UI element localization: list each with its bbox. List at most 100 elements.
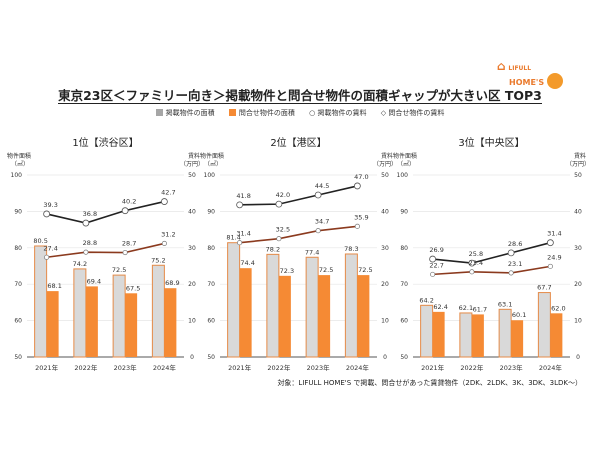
- right-tick-label: 10: [188, 318, 196, 325]
- right-axis-title: 賃料: [188, 152, 200, 160]
- left-axis-title: 物件面積: [7, 152, 31, 160]
- left-tick-label: 100: [397, 172, 409, 179]
- left-axis-title: 物件面積: [200, 152, 224, 160]
- line-listed-rent: [46, 200, 165, 224]
- label-inquiry-area: 68.9: [165, 279, 179, 287]
- label-listed-rent: 28.6: [508, 240, 522, 248]
- point-listed-rent: [43, 210, 51, 218]
- label-listed-rent: 44.5: [315, 182, 329, 190]
- point-listed-rent: [507, 249, 515, 257]
- panel-title: 2位【港区】: [270, 136, 326, 149]
- left-tick-label: 80: [14, 245, 22, 252]
- left-axis-unit: （㎡）: [397, 160, 415, 168]
- point-inquiry-rent: [122, 249, 128, 256]
- label-listed-rent: 36.8: [83, 210, 97, 218]
- label-listed-rent: 41.8: [236, 192, 250, 200]
- label-listed-area: 75.2: [151, 256, 165, 264]
- left-tick-label: 80: [207, 245, 215, 252]
- point-listed-rent: [82, 219, 90, 227]
- point-inquiry-rent: [83, 249, 89, 255]
- bar-inquiry-area: [550, 313, 563, 357]
- x-tick-label: 2022年: [74, 363, 98, 372]
- label-listed-area: 64.2: [419, 296, 433, 304]
- bar-inquiry-area: [278, 275, 291, 357]
- point-listed-rent: [353, 182, 361, 190]
- label-inquiry-area: 62.0: [551, 304, 565, 312]
- panel-title: 3位【中央区】: [458, 136, 524, 149]
- label-inquiry-rent: 31.2: [161, 230, 175, 238]
- label-inquiry-rent: 24.9: [547, 253, 561, 261]
- label-inquiry-rent: 28.8: [83, 239, 97, 247]
- right-tick-label: 20: [188, 281, 196, 288]
- bar-listed-area: [151, 264, 165, 358]
- label-inquiry-rent: 27.4: [43, 244, 57, 252]
- x-tick-label: 2023年: [114, 363, 138, 372]
- right-tick-label: 50: [188, 172, 196, 179]
- bar-listed-area: [344, 253, 358, 358]
- label-inquiry-area: 69.4: [87, 277, 101, 285]
- point-inquiry-rent: [354, 223, 360, 229]
- label-listed-area: 78.2: [266, 245, 280, 253]
- label-listed-rent: 40.2: [122, 198, 136, 206]
- right-tick-label: 50: [381, 172, 389, 179]
- line-inquiry-rent: [432, 265, 551, 276]
- label-inquiry-area: 68.1: [47, 282, 61, 290]
- bar-listed-area: [420, 304, 434, 358]
- label-inquiry-rent: 31.4: [236, 230, 250, 238]
- bar-inquiry-area: [432, 311, 445, 357]
- label-listed-rent: 47.0: [354, 173, 368, 181]
- x-tick-label: 2021年: [421, 363, 445, 372]
- bar-inquiry-area: [357, 275, 370, 357]
- right-tick-label: 50: [574, 172, 582, 179]
- bar-inquiry-area: [239, 268, 252, 357]
- left-tick-label: 70: [400, 281, 408, 288]
- point-inquiry-rent: [430, 271, 436, 277]
- left-tick-label: 70: [14, 281, 22, 288]
- bar-listed-area: [537, 292, 551, 358]
- left-tick-label: 90: [207, 208, 215, 215]
- left-axis-unit: （㎡）: [11, 160, 29, 168]
- point-listed-rent: [429, 255, 437, 263]
- label-inquiry-area: 72.5: [358, 266, 372, 274]
- x-tick-label: 2024年: [153, 363, 177, 372]
- left-tick-label: 50: [400, 354, 408, 361]
- left-tick-label: 70: [207, 281, 215, 288]
- label-inquiry-area: 61.7: [473, 305, 487, 313]
- page-title: 東京23区＜ファミリー向き＞掲載物件と問合せ物件の面積ギャップが大きい区 TOP…: [58, 88, 542, 104]
- left-tick-label: 90: [14, 208, 22, 215]
- x-tick-label: 2023年: [307, 363, 331, 372]
- label-listed-area: 62.1: [459, 304, 473, 312]
- legend-listed-area: 掲載物件の面積: [155, 109, 215, 117]
- line-listed-rent: [239, 185, 358, 206]
- label-listed-area: 72.5: [112, 266, 126, 274]
- point-listed-rent: [546, 239, 554, 247]
- left-tick-label: 50: [14, 354, 22, 361]
- label-listed-area: 77.4: [305, 248, 319, 256]
- point-inquiry-rent: [237, 240, 243, 246]
- bar-listed-area: [305, 256, 319, 358]
- bar-inquiry-area: [46, 291, 59, 357]
- bar-inquiry-area: [125, 293, 138, 357]
- legend: 掲載物件の面積 問合せ物件の面積 ○ 掲載物件の賃料 ◇ 問合せ物件の賃料: [0, 108, 600, 118]
- point-listed-rent: [314, 191, 322, 199]
- footnote: 対象：LIFULL HOME'S で掲載、問合せがあった賃貸物件（2DK、2LD…: [277, 379, 582, 387]
- x-tick-label: 2022年: [267, 363, 291, 372]
- right-tick-label: 10: [574, 318, 582, 325]
- right-tick-label: 30: [574, 245, 582, 252]
- point-inquiry-rent: [161, 240, 167, 246]
- point-inquiry-rent: [276, 236, 282, 242]
- label-listed-rent: 25.8: [469, 250, 483, 258]
- point-listed-rent: [121, 207, 129, 215]
- bar-inquiry-area: [318, 275, 331, 357]
- right-tick-label: 30: [188, 245, 196, 252]
- left-tick-label: 80: [400, 245, 408, 252]
- label-inquiry-rent: 35.9: [354, 213, 368, 221]
- point-inquiry-rent: [547, 263, 553, 269]
- infographic-frame: [8, 52, 592, 400]
- label-listed-rent: 39.3: [43, 201, 57, 209]
- x-tick-label: 2021年: [35, 363, 59, 372]
- right-tick-label: 30: [381, 245, 389, 252]
- left-tick-label: 90: [400, 208, 408, 215]
- left-tick-label: 60: [207, 318, 215, 325]
